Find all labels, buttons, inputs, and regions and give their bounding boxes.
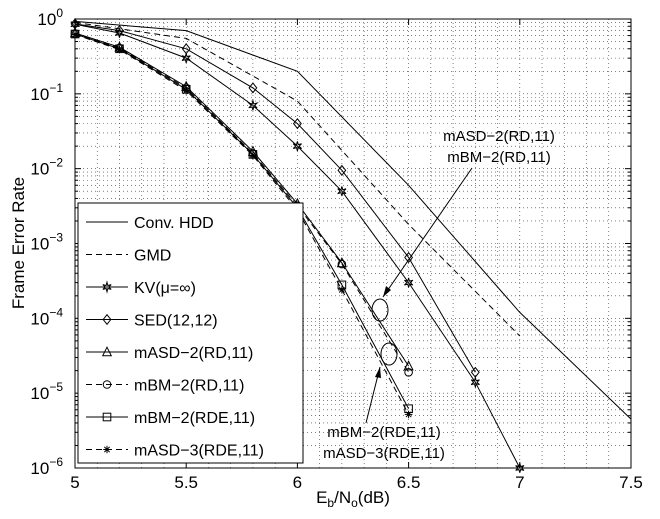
y-tick-base: 10	[30, 160, 49, 179]
marker-triangle	[101, 346, 113, 357]
marker-asterisk	[115, 45, 124, 54]
y-tick-exponent: −4	[49, 305, 63, 319]
annotation-rde-line2: mASD−3(RDE,11)	[323, 445, 445, 462]
annotation-rd-line2: mBM−2(RD,11)	[447, 149, 551, 166]
legend: Conv. HDD GMD KV(μ=∞) SED(12,12) mASD−2(RD,1…	[77, 202, 304, 464]
x-tick-label: 6	[293, 473, 302, 492]
marker-diamond	[337, 164, 347, 176]
y-tick-label: 10−6	[30, 455, 63, 478]
marker-asterisk	[103, 445, 111, 454]
legend-items: Conv. HDD GMD KV(μ=∞) SED(12,12) mASD−2(RD,1…	[86, 215, 264, 460]
marker-diamond	[115, 24, 124, 37]
legend-label: SED(12,12)	[134, 313, 218, 330]
y-tick-label: 10−5	[30, 380, 63, 403]
y-tick-exponent: −6	[49, 455, 63, 469]
annotation-rd-ellipse	[371, 298, 389, 322]
marker-square	[102, 412, 112, 422]
marker-diamond	[248, 82, 258, 94]
x-axis-label-base: E	[316, 488, 327, 507]
marker-hexstar	[337, 186, 347, 197]
x-axis-label-tail: (dB)	[358, 488, 390, 507]
x-axis-label-sub2: o	[351, 496, 358, 510]
y-tick-exponent: −3	[49, 231, 63, 245]
x-tick-label: 5.5	[174, 473, 198, 492]
annotation-rde: mBM−2(RDE,11) mASD−3(RDE,11)	[323, 342, 445, 462]
y-tick-label: 10−1	[30, 81, 63, 104]
y-tick-base: 10	[30, 309, 49, 328]
y-tick-exponent: 0	[56, 6, 63, 20]
marker-circle	[337, 259, 347, 269]
marker-diamond	[102, 313, 112, 326]
x-tick-label: 7.5	[619, 473, 643, 492]
marker-asterisk	[182, 86, 190, 95]
x-tick-labels: 5 5.5 6 6.5 7 7.5	[70, 473, 643, 492]
marker-triangle	[336, 257, 347, 268]
y-tick-label: 100	[37, 6, 63, 29]
marker-hexstar	[102, 280, 112, 294]
annotation-rd: mASD−2(RD,11) mBM−2(RD,11)	[371, 128, 555, 322]
annotation-rde-arrowhead	[375, 367, 381, 378]
x-axis-label-mid: /N	[334, 488, 351, 507]
x-tick-label: 6.5	[397, 473, 421, 492]
y-tick-base: 10	[30, 459, 49, 478]
y-tick-base: 10	[30, 384, 49, 403]
annotation-rd-arrowhead	[383, 286, 391, 297]
y-tick-exponent: −1	[49, 81, 63, 95]
x-tick-label: 5	[70, 473, 79, 492]
legend-label: KV(μ=∞)	[134, 280, 196, 297]
series-line	[74, 23, 476, 373]
marker-hexstar	[292, 141, 302, 152]
y-tick-base: 10	[30, 85, 49, 104]
marker-hexstar	[247, 98, 259, 111]
x-axis-label-sub1: b	[327, 496, 334, 510]
y-axis-label: Frame Error Rate	[9, 177, 28, 309]
legend-label: mBM−2(RDE,11)	[134, 410, 255, 427]
annotation-rde-ellipse	[380, 342, 398, 366]
legend-label: GMD	[134, 248, 171, 265]
marker-hexstar	[404, 277, 414, 288]
y-tick-base: 10	[37, 10, 56, 29]
y-tick-label: 10−3	[30, 231, 63, 254]
annotation-rd-line1: mASD−2(RD,11)	[443, 128, 555, 145]
annotation-rd-arrow	[382, 167, 473, 298]
annotation-rde-line1: mBM−2(RDE,11)	[327, 424, 441, 441]
marker-diamond	[470, 366, 480, 378]
marker-asterisk	[404, 410, 413, 419]
series-line	[74, 21, 521, 337]
marker-hexstar	[470, 375, 480, 390]
marker-hexstar	[181, 53, 191, 64]
legend-label: mBM−2(RD,11)	[134, 378, 244, 395]
marker-diamond	[292, 118, 302, 130]
y-tick-base: 10	[30, 235, 49, 254]
marker-asterisk	[249, 151, 257, 160]
marker-circle	[102, 380, 112, 389]
y-tick-label: 10−4	[30, 305, 63, 328]
marker-diamond	[181, 43, 191, 55]
y-tick-exponent: −2	[49, 156, 63, 170]
marker-circle	[404, 368, 413, 377]
x-tick-label: 7	[515, 473, 524, 492]
series-line	[74, 33, 410, 373]
legend-label: Conv. HDD	[134, 215, 214, 232]
legend-box	[77, 202, 304, 464]
y-tick-exponent: −5	[49, 380, 63, 394]
legend-label: mASD−3(RDE,11)	[134, 443, 264, 460]
series-line	[74, 20, 632, 420]
y-tick-label: 10−2	[30, 156, 63, 179]
series-line	[74, 23, 521, 469]
marker-asterisk	[338, 286, 346, 294]
legend-label: mASD−2(RD,11)	[134, 345, 253, 362]
marker-hexstar	[515, 463, 525, 473]
marker-triangle	[403, 360, 414, 371]
x-axis-label: Eb/No(dB)	[316, 488, 390, 510]
